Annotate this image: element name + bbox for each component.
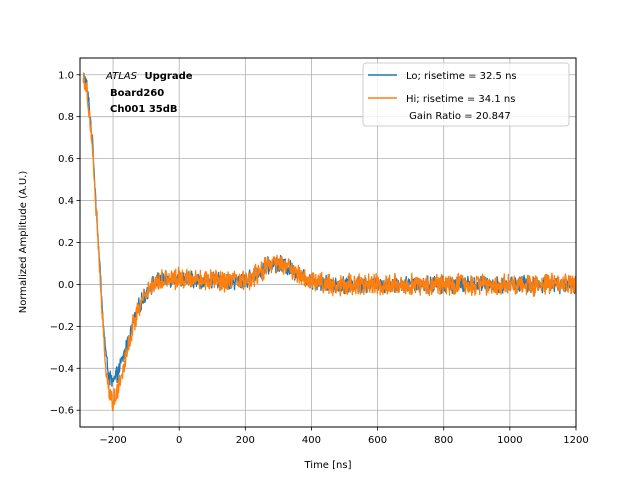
y-tick-label: 1.0 (58, 70, 74, 81)
x-tick-label: 200 (236, 435, 255, 446)
x-tick-label: 800 (434, 435, 453, 446)
x-tick-label: 1200 (563, 435, 588, 446)
y-tick-label: −0.2 (50, 322, 74, 333)
x-tick-label: −200 (99, 435, 126, 446)
legend-gain-ratio: Gain Ratio = 20.847 (406, 111, 511, 122)
y-tick-label: 0.6 (58, 154, 74, 165)
x-tick-label: 0 (176, 435, 182, 446)
series-line-hi (82, 73, 576, 412)
y-tick-label: −0.4 (50, 364, 74, 375)
x-axis-label: Time [ns] (303, 460, 351, 471)
annotation-line3: Ch001 35dB (110, 104, 178, 115)
annotation-line2: Board260 (110, 88, 164, 99)
x-tick-label: 600 (368, 435, 387, 446)
y-tick-label: 0.2 (58, 238, 74, 249)
x-tick-label: 1000 (497, 435, 522, 446)
y-tick-label: 0.0 (58, 280, 74, 291)
legend: Lo; risetime = 32.5 ns Hi; risetime = 34… (362, 62, 570, 127)
x-tick-label: 400 (302, 435, 321, 446)
legend-box (362, 62, 570, 127)
annotation-bold: Upgrade (144, 71, 192, 82)
y-axis-label: Normalized Amplitude (A.U.) (18, 171, 29, 314)
annotation-italic: ATLAS (105, 71, 138, 82)
annotation-line1: ATLAS Upgrade (105, 71, 193, 82)
y-tick-label: −0.6 (50, 406, 74, 417)
legend-lo-label: Lo; risetime = 32.5 ns (406, 71, 517, 82)
series-layer (82, 72, 576, 412)
legend-hi-label: Hi; risetime = 34.1 ns (406, 94, 515, 105)
y-tick-label: 0.4 (58, 196, 74, 207)
y-tick-label: 0.8 (58, 112, 74, 123)
ticks: −200 0 200 400 600 800 1000 1200 −0.6 −0.4 −0.2 0.0… (50, 70, 589, 446)
